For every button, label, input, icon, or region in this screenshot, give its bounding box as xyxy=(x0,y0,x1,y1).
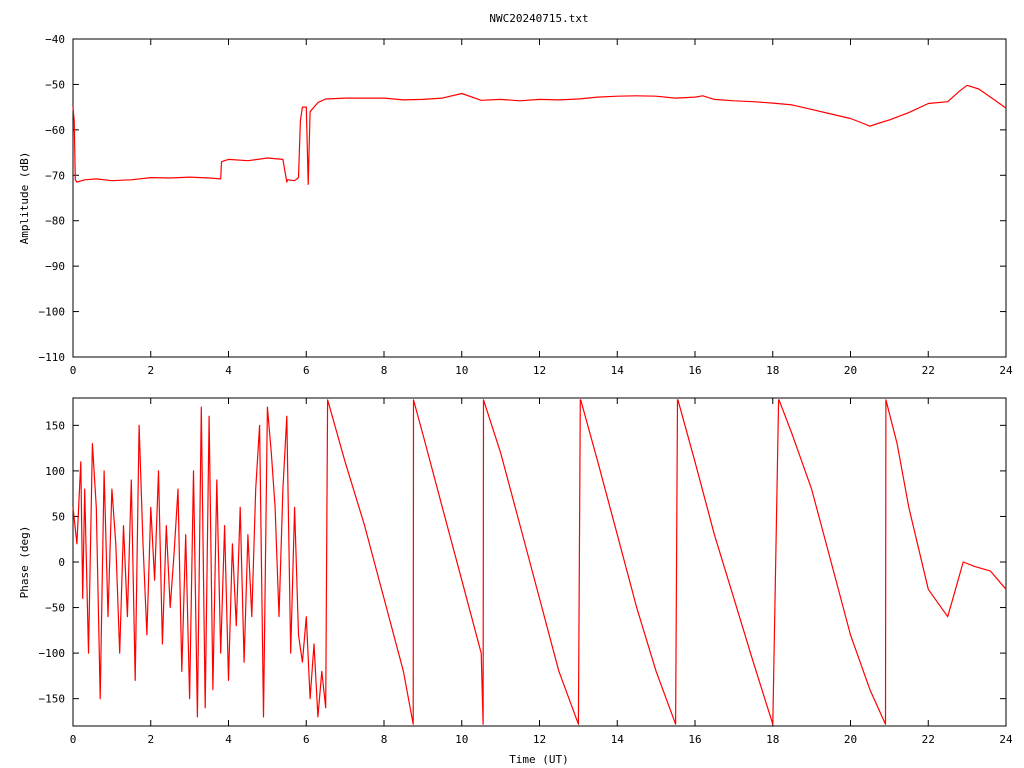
y-tick-label: −110 xyxy=(39,351,66,364)
x-tick-label: 10 xyxy=(455,733,468,746)
y-tick-label: −80 xyxy=(45,215,65,228)
x-tick-label: 24 xyxy=(999,364,1013,377)
x-tick-label: 20 xyxy=(844,733,857,746)
x-tick-label: 6 xyxy=(303,364,310,377)
phase-trace xyxy=(72,399,1007,725)
x-tick-label: 14 xyxy=(611,364,625,377)
x-tick-label: 4 xyxy=(225,733,232,746)
x-tick-label: 0 xyxy=(70,733,77,746)
plot-frame xyxy=(72,38,1007,358)
y-tick-label: −50 xyxy=(45,602,65,615)
chart-title: NWC20240715.txt xyxy=(489,12,588,25)
x-tick-label: 22 xyxy=(922,364,935,377)
x-tick-label: 12 xyxy=(533,364,546,377)
y-tick-label: −40 xyxy=(45,33,65,46)
phase-y-axis-label: Phase (deg) xyxy=(18,526,31,599)
x-tick-label: 6 xyxy=(303,733,310,746)
y-tick-label: −150 xyxy=(39,693,66,706)
x-tick-label: 14 xyxy=(611,733,625,746)
x-tick-label: 16 xyxy=(688,733,701,746)
y-tick-label: −70 xyxy=(45,169,65,182)
x-tick-label: 4 xyxy=(225,364,232,377)
x-tick-label: 18 xyxy=(766,364,779,377)
time-x-axis-label: Time (UT) xyxy=(509,753,569,766)
y-tick-label: −100 xyxy=(39,647,66,660)
y-tick-label: 150 xyxy=(45,419,65,432)
y-tick-label: −90 xyxy=(45,260,65,273)
x-tick-label: 2 xyxy=(147,733,154,746)
x-tick-label: 22 xyxy=(922,733,935,746)
x-tick-label: 18 xyxy=(766,733,779,746)
y-tick-label: 50 xyxy=(52,510,65,523)
x-tick-label: 20 xyxy=(844,364,857,377)
amplitude-y-axis-label: Amplitude (dB) xyxy=(18,152,31,245)
x-tick-label: 2 xyxy=(147,364,154,377)
x-tick-label: 10 xyxy=(455,364,468,377)
x-tick-label: 0 xyxy=(70,364,77,377)
y-tick-label: −60 xyxy=(45,124,65,137)
amplitude-trace xyxy=(72,84,1007,185)
x-tick-label: 8 xyxy=(381,364,388,377)
y-tick-label: 0 xyxy=(58,556,65,569)
x-tick-label: 12 xyxy=(533,733,546,746)
x-tick-label: 16 xyxy=(688,364,701,377)
y-tick-label: 100 xyxy=(45,465,65,478)
x-tick-label: 8 xyxy=(381,733,388,746)
y-tick-label: −50 xyxy=(45,78,65,91)
x-tick-label: 24 xyxy=(999,733,1013,746)
amplitude-panel: 0 2 4 6 8 10 12 14 16 18 20 22 24−110−100−90−80−70−6… xyxy=(39,33,1013,377)
phase-panel: 0 2 4 6 8 10 12 14 16 18 20 22 24−150−100−5005010015… xyxy=(39,397,1013,746)
y-tick-label: −100 xyxy=(39,306,66,319)
